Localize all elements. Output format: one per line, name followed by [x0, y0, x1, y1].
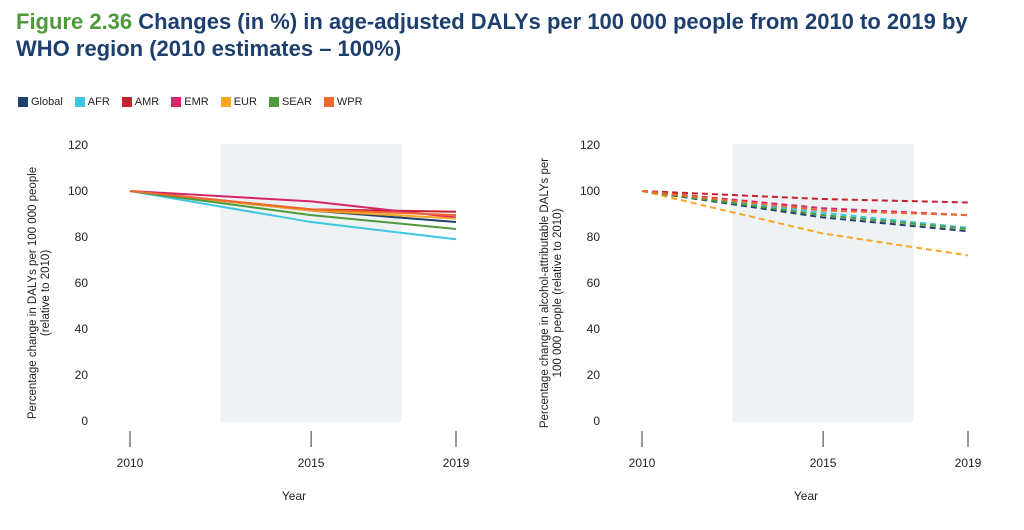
shaded-region	[220, 144, 402, 422]
series-line-wpr	[641, 190, 969, 217]
legend-item-wpr: WPR	[323, 96, 363, 108]
series-line-sear	[129, 190, 457, 230]
series-line-amr	[641, 190, 969, 204]
legend-label: EUR	[233, 96, 257, 108]
y-tick-label: 80	[587, 230, 601, 244]
x-tick-label: 2010	[117, 456, 144, 470]
legend-swatch	[323, 97, 334, 107]
series-line-emr	[129, 190, 457, 219]
x-axis-title: Year	[794, 489, 818, 503]
y-tick-label: 120	[68, 138, 88, 152]
legend-swatch	[121, 97, 132, 107]
legend-label: WPR	[336, 96, 363, 108]
x-axis-title: Year	[282, 489, 306, 503]
legend-swatch	[74, 97, 85, 107]
y-tick-label: 60	[587, 276, 601, 290]
x-tick-label: 2015	[810, 456, 837, 470]
series-line-wpr	[129, 190, 457, 217]
x-tick-label: 2019	[443, 456, 470, 470]
x-tick-label: 2015	[298, 456, 325, 470]
y-tick-label: 100	[68, 184, 88, 198]
legend-swatch	[268, 97, 279, 107]
legend-swatch	[171, 97, 182, 107]
chart-alcohol-dalys: 0 20 40 60 80 100 120 2010 2015 2019 Year Percentag…	[539, 138, 982, 503]
y-axis-title: Percentage change in alcohol-attributabl…	[539, 158, 564, 428]
y-axis-title: Percentage change in DALYs per 100 000 p…	[27, 167, 52, 419]
y-tick-label: 80	[75, 230, 89, 244]
legend-label: EMR	[184, 96, 209, 108]
series-line-afr	[129, 190, 457, 241]
y-tick-label: 0	[81, 414, 88, 428]
legend-item-afr: AFR	[74, 96, 110, 108]
legend-item-eur: EUR	[220, 96, 257, 108]
legend-item-global: Global	[18, 96, 63, 108]
series-line-sear	[641, 190, 969, 230]
figure-title-text: Changes (in %) in age-adjusted DALYs per…	[16, 9, 968, 61]
legend-item-amr: AMR	[121, 96, 160, 108]
y-tick-label: 40	[587, 322, 601, 336]
legend-label: AFR	[87, 96, 110, 108]
y-tick-label: 0	[593, 414, 600, 428]
x-tick-label: 2010	[629, 456, 656, 470]
figure-title: Figure 2.36 Changes (in %) in age-adjust…	[16, 8, 1006, 62]
legend-item-sear: SEAR	[268, 96, 312, 108]
legend-item-emr: EMR	[171, 96, 209, 108]
y-tick-label: 40	[75, 322, 89, 336]
legend-swatch	[220, 97, 231, 107]
legend-label: AMR	[134, 96, 160, 108]
shaded-region	[732, 144, 914, 422]
legend: Global AFR AMR EMR EUR SEAR WPR	[18, 96, 363, 108]
y-tick-label: 100	[580, 184, 600, 198]
y-axis-title-line: Percentage change in alcohol-attributabl…	[539, 158, 551, 428]
y-axis-title-line: Percentage change in DALYs per 100 000 p…	[27, 167, 39, 419]
y-axis-title-line: (relative to 2010)	[40, 250, 52, 336]
y-tick-label: 20	[75, 368, 89, 382]
legend-label: Global	[31, 96, 63, 108]
x-tick-label: 2019	[955, 456, 982, 470]
series-line-eur	[641, 190, 969, 257]
y-tick-label: 120	[580, 138, 600, 152]
chart-dalys: 0 20 40 60 80 100 120 2010 2015 2019 Year Percentag…	[27, 138, 470, 503]
y-tick-label: 20	[587, 368, 601, 382]
y-tick-label: 60	[75, 276, 89, 290]
figure-label: Figure 2.36	[16, 9, 133, 34]
y-axis-title-line: 100 000 people (relative to 2010)	[552, 208, 564, 377]
legend-label: SEAR	[281, 96, 312, 108]
legend-swatch	[18, 97, 28, 107]
